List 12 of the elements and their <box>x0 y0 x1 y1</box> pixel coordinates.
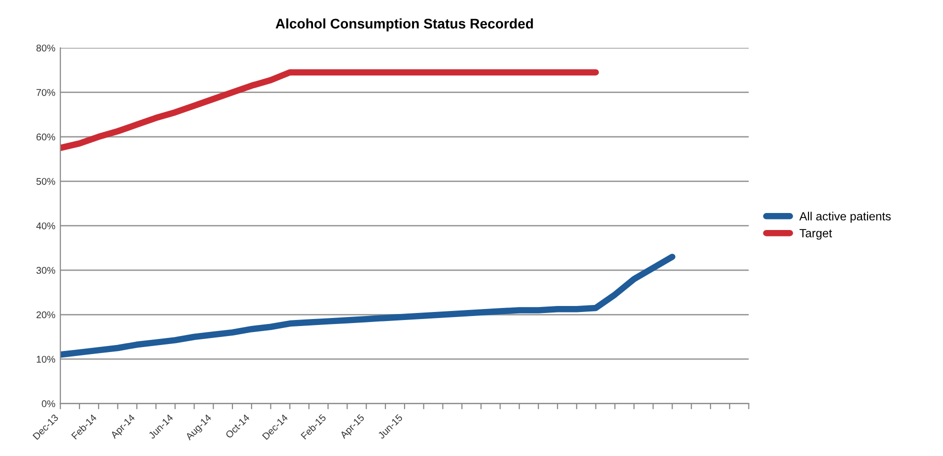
y-tick-label: 30% <box>36 266 56 274</box>
y-tick-label: 20% <box>36 311 56 318</box>
chart-title: Alcohol Consumption Status Recorded <box>276 18 533 32</box>
y-tick-label: 60% <box>36 134 56 140</box>
y-tick-label: 80% <box>36 44 56 52</box>
y-tick-label: 40% <box>36 222 56 230</box>
legend-label: Target <box>800 229 832 240</box>
y-tick-label: 10% <box>36 356 56 363</box>
y-tick-label: 50% <box>36 178 56 185</box>
legend-label: All active patients <box>799 212 891 223</box>
y-tick-label: 0% <box>42 400 56 408</box>
y-tick-label: 70% <box>36 89 56 96</box>
